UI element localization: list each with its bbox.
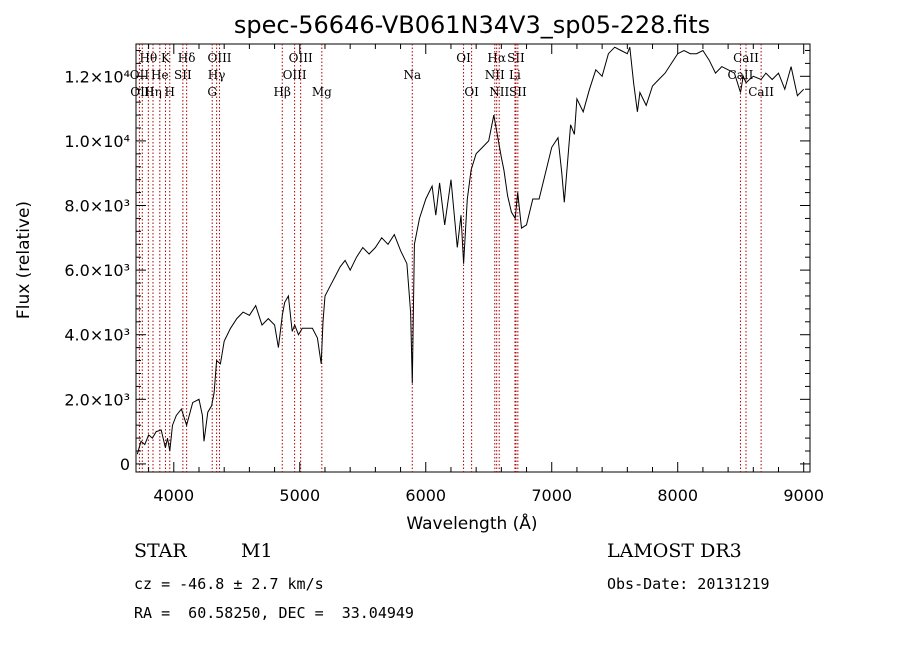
chart-title: spec-56646-VB061N34V3_sp05-228.fits [234,11,710,39]
y-axis-label: Flux (relative) [14,201,34,319]
marker-label: CaII [733,51,759,65]
object-subclass: M1 [241,540,273,562]
sky-coordinates: RA = 60.58250, DEC = 33.04949 [134,604,414,622]
x-axis-ticks: 4000 5000 6000 7000 8000 9000 [148,44,824,505]
marker-label: NII [489,85,509,99]
marker-label: Hδ [178,51,196,65]
x-tick-label: 7000 [531,486,572,505]
marker-label: H [165,85,175,99]
redshift-velocity: cz = -46.8 ± 2.7 km/s [134,575,324,593]
marker-label: Hη [144,85,162,99]
marker-label: NII [485,68,505,82]
marker-label: Hγ [208,68,226,82]
x-tick-label: 8000 [657,486,698,505]
marker-label: Li [509,68,521,82]
spectrum-line [136,46,805,455]
x-tick-label: 4000 [153,486,194,505]
marker-label: OI [456,51,471,65]
x-tick-label: 6000 [405,486,446,505]
marker-label: Hβ [274,85,291,99]
y-tick-label: 8.0×10³ [64,197,130,216]
marker-label: OIII [130,85,154,99]
marker-label: K [161,51,171,65]
marker-label: OIII [283,68,307,82]
observation-date: Obs-Date: 20131219 [607,575,770,593]
y-tick-label: 0 [120,455,130,474]
y-tick-label: 6.0×10³ [64,261,130,280]
y-tick-label: 4.0×10³ [64,326,130,345]
marker-label: CaII [728,68,754,82]
plot-frame [135,43,811,473]
marker-label: He [151,68,169,82]
marker-label: OIII [289,51,313,65]
x-tick-label: 5000 [279,486,320,505]
spectrum-chart: spec-56646-VB061N34V3_sp05-228.fits HθOI… [14,11,824,534]
object-class: STAR [134,540,187,562]
marker-label: CaII [748,85,774,99]
marker-label: Na [403,68,421,82]
marker-label: OIII [207,51,231,65]
marker-label: OII [130,68,150,82]
x-axis-label: Wavelength (Å) [406,512,537,534]
marker-label: Hα [487,51,506,65]
survey-name: LAMOST DR3 [607,540,742,562]
y-tick-label: 2.0×10³ [64,390,130,409]
marker-label: SII [509,85,527,99]
y-tick-label: 1.2×10⁴ [64,67,130,86]
marker-label: Mg [312,85,332,99]
marker-label: SII [507,51,525,65]
marker-label: G [207,85,217,99]
marker-label: SII [174,68,192,82]
marker-label: OI [464,85,479,99]
x-tick-label: 9000 [783,486,824,505]
y-axis-ticks: 0 2.0×10³ 4.0×10³ 6.0×10³ 8.0×10³ 1.0×10⁴ 1.2×… [64,49,810,474]
y-tick-label: 1.0×10⁴ [64,132,130,151]
